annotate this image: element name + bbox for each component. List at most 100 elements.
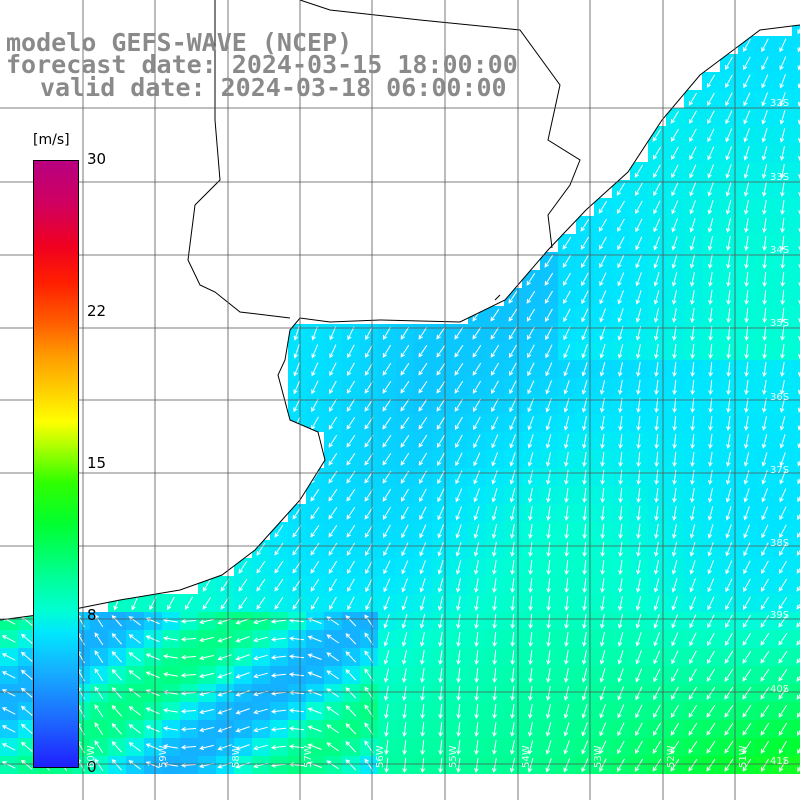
wind-arrow [761, 560, 769, 575]
wind-arrow [235, 726, 250, 733]
wind-arrow [743, 128, 750, 143]
wind-arrow [420, 757, 425, 774]
wind-arrow [762, 235, 767, 251]
wind-arrow [383, 668, 390, 683]
wind-arrow [474, 758, 479, 773]
wind-arrow [582, 559, 587, 575]
wind-arrow [636, 542, 641, 557]
wind-arrow [420, 685, 425, 701]
wind-arrow [671, 614, 679, 629]
wind-cell [792, 342, 800, 360]
wind-arrow [1, 653, 16, 661]
wind-arrow [544, 272, 554, 286]
wind-arrow [708, 452, 713, 467]
wind-arrow [654, 344, 659, 359]
wind-arrow [199, 654, 214, 661]
wind-arrow [326, 724, 340, 734]
wind-arrow [761, 92, 769, 107]
wind-arrow [384, 704, 389, 719]
wind-arrow [690, 470, 695, 485]
wind-arrow [310, 578, 320, 592]
lon-label: 52W [666, 745, 677, 768]
wind-arrow [760, 632, 770, 646]
wind-arrow [235, 708, 250, 715]
wind-arrow [707, 524, 714, 539]
wind-arrow [293, 344, 300, 359]
wind-arrow [365, 560, 373, 575]
wind-arrow [546, 541, 551, 557]
wind-arrow [617, 686, 625, 701]
wind-arrow [600, 416, 605, 431]
wind-arrow [402, 703, 407, 719]
lon-label: 59W [158, 745, 169, 768]
wind-arrow [564, 650, 569, 665]
wind-arrow [346, 452, 356, 466]
wind-arrow [454, 416, 463, 430]
wind-arrow [724, 650, 734, 664]
wind-arrow [743, 56, 751, 71]
wind-arrow [744, 361, 749, 377]
wind-arrow [689, 614, 697, 629]
wind-arrow [653, 254, 660, 269]
wind-arrow [510, 542, 515, 557]
wind-arrow [635, 650, 642, 665]
wind-arrow [581, 722, 588, 737]
wind-arrow [761, 398, 767, 413]
wind-arrow [797, 765, 800, 773]
wind-arrow [636, 415, 641, 431]
wind-arrow [546, 577, 551, 594]
wind-arrow [779, 38, 787, 53]
wind-arrow [419, 596, 426, 611]
wind-arrow [180, 636, 197, 642]
wind-arrow [707, 470, 713, 485]
wind-arrow [798, 318, 800, 323]
wind-arrow [437, 542, 444, 557]
colorbar-scale [33, 160, 79, 768]
wind-arrow [128, 724, 141, 734]
wind-arrow [600, 451, 605, 467]
wind-arrow [690, 415, 695, 431]
wind-cell [792, 720, 800, 738]
wind-arrow [526, 290, 536, 304]
wind-arrow [742, 596, 751, 610]
wind-arrow [490, 344, 500, 358]
wind-cell [792, 594, 800, 612]
wind-arrow [401, 578, 408, 593]
wind-arrow [725, 128, 733, 143]
wind-arrow [94, 686, 104, 700]
wind-arrow [582, 452, 587, 467]
wind-arrow [564, 559, 569, 576]
wind-arrow [456, 757, 461, 773]
wind-arrow [796, 657, 800, 664]
wind-arrow [383, 578, 391, 593]
wind-arrow [726, 343, 731, 360]
wind-arrow [328, 398, 337, 412]
lon-label: 58W [231, 745, 242, 768]
wind-arrow [128, 670, 141, 680]
wind-arrow [635, 290, 642, 305]
wind-arrow [473, 506, 480, 521]
wind-arrow [455, 524, 462, 539]
wind-arrow [708, 290, 713, 305]
wind-arrow [635, 614, 642, 629]
wind-arrow [383, 650, 390, 665]
wind-arrow [419, 506, 427, 521]
wind-arrow [725, 452, 731, 467]
wind-arrow [743, 470, 750, 485]
wind-arrow [270, 637, 287, 642]
wind-arrow [689, 146, 697, 161]
wind-arrow [670, 128, 679, 142]
wind-arrow [437, 452, 445, 467]
wind-arrow [454, 362, 464, 376]
wind-arrow [382, 452, 392, 466]
wind-arrow [617, 326, 624, 341]
wind-arrow [382, 344, 392, 358]
wind-arrow [292, 506, 302, 520]
wind-arrow [400, 416, 410, 430]
wind-arrow [20, 741, 33, 752]
wind-arrow [760, 578, 769, 592]
wind-arrow [725, 164, 732, 179]
wind-arrow [600, 469, 605, 485]
wind-arrow [689, 164, 697, 179]
wind-arrow [293, 380, 301, 395]
